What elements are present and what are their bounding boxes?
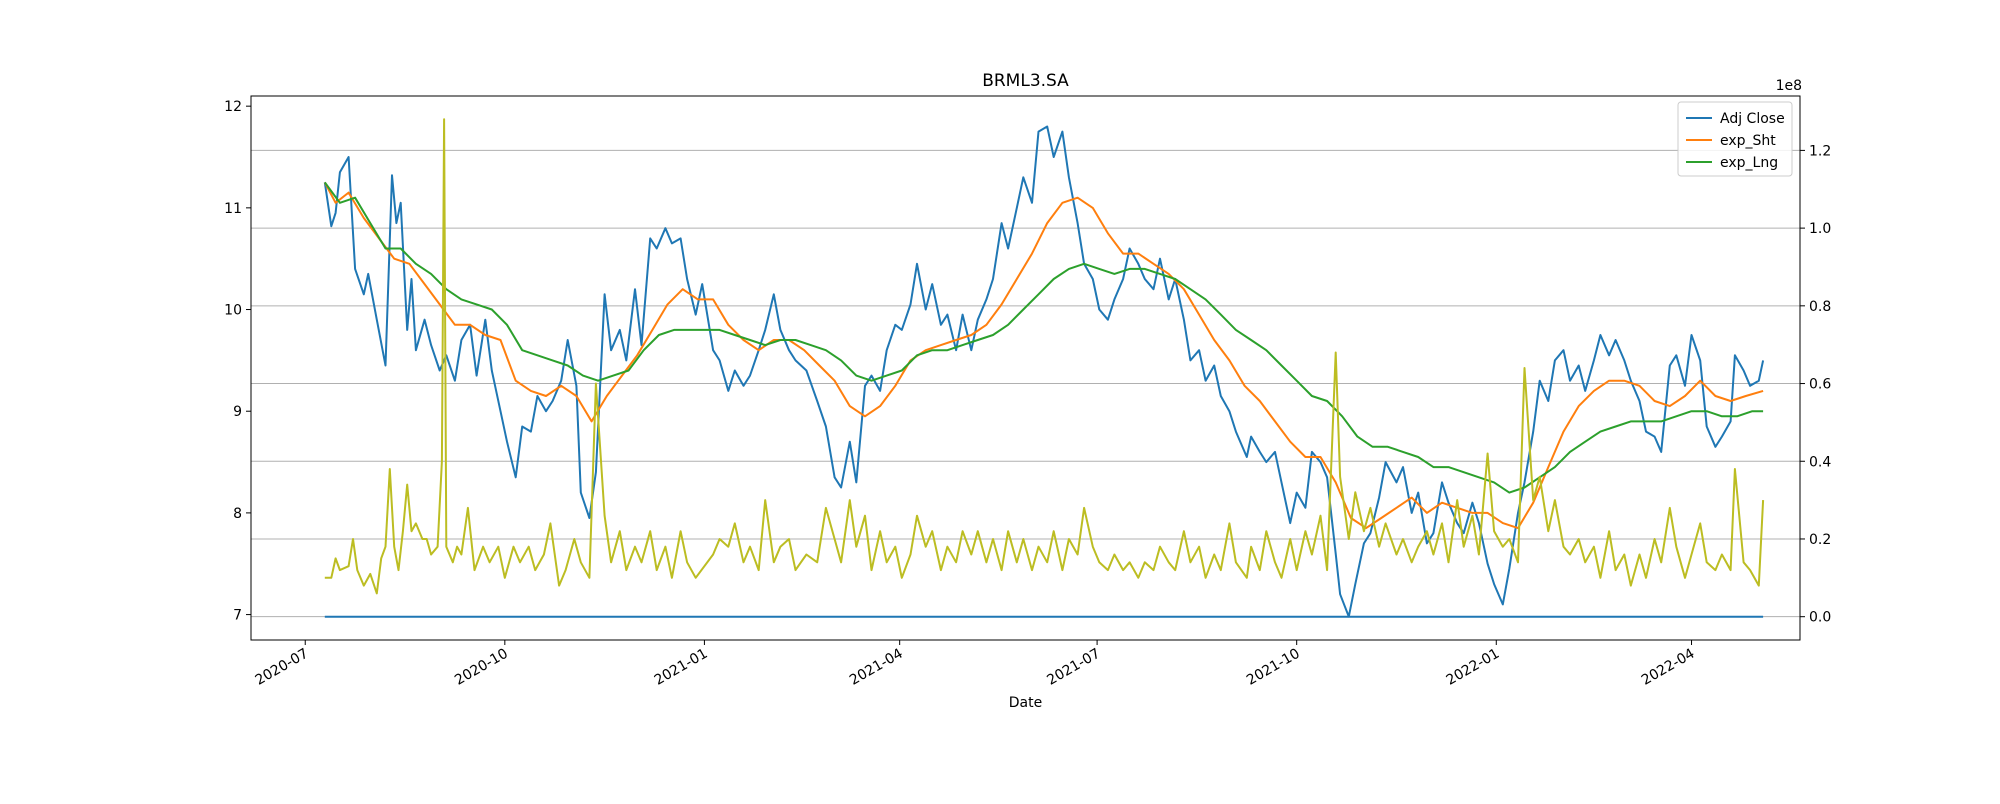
right-axis-offset-text: 1e8 xyxy=(1776,78,1802,94)
y2-tick-label-0: 0.0 xyxy=(1809,610,1831,626)
legend: Adj Close exp_Sht exp_Lng xyxy=(1677,101,1793,177)
y-tick-label-5: 12 xyxy=(224,99,242,115)
y-tick-label-0: 7 xyxy=(233,608,242,624)
y2-tick-label-2: 0.4 xyxy=(1809,454,1831,470)
series-adj-close-line xyxy=(323,125,1765,618)
plot-series xyxy=(323,118,1765,618)
y2-tick-label-1: 0.2 xyxy=(1809,532,1831,548)
series-exp-sht-line xyxy=(323,181,1764,530)
y2-tick-label-5: 1.0 xyxy=(1809,221,1831,237)
series-right-axis-3-line xyxy=(324,118,1765,595)
y2-tick-label-6: 1.2 xyxy=(1809,143,1831,159)
y2-tick-label-3: 0.6 xyxy=(1809,377,1831,393)
y-tick-label-4: 11 xyxy=(224,201,242,217)
plot-frame xyxy=(250,95,1801,641)
x-axis-label: Date xyxy=(1009,695,1042,711)
legend-label-exp-lng: exp_Lng xyxy=(1720,155,1778,171)
y-tick-label-1: 8 xyxy=(233,506,242,522)
y-tick-label-2: 9 xyxy=(233,404,242,420)
series-exp-lng-line xyxy=(323,181,1764,494)
y-tick-label-3: 10 xyxy=(224,303,242,319)
legend-label-exp-sht: exp_Sht xyxy=(1720,133,1776,149)
y2-tick-label-4: 0.8 xyxy=(1809,299,1831,315)
chart-title: BRML3.SA xyxy=(982,71,1069,91)
legend-box xyxy=(1677,101,1793,177)
legend-label-adj-close: Adj Close xyxy=(1720,111,1785,127)
